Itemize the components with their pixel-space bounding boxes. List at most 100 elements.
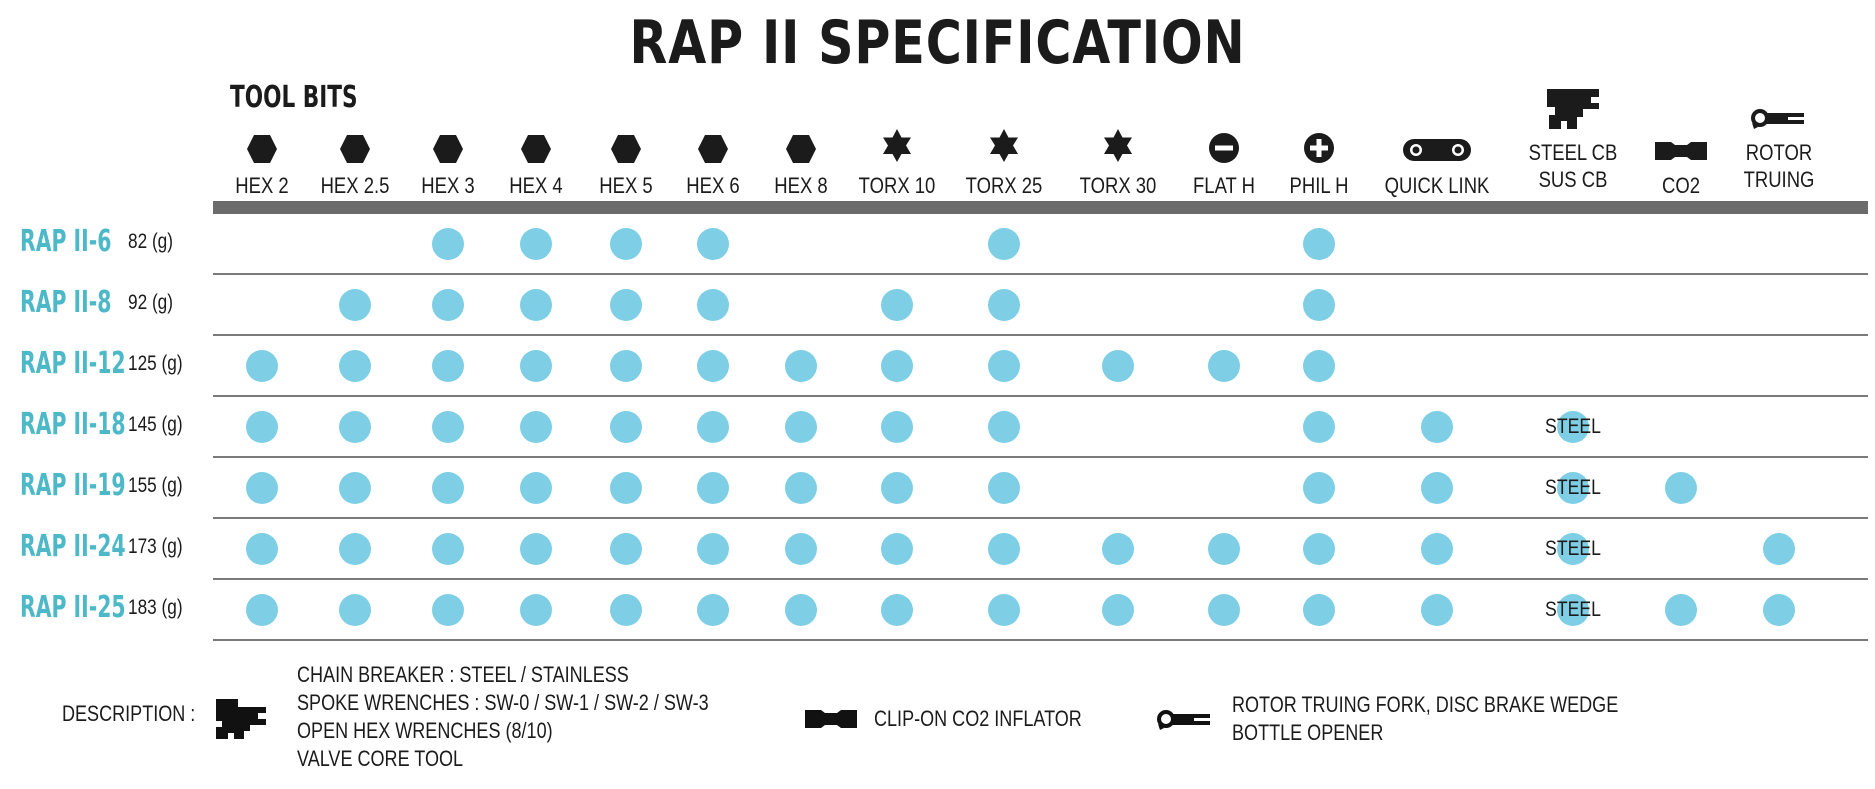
table-row: RAP II-8 92 (g) — [0, 275, 1875, 336]
column-label: STEEL CB — [1528, 140, 1618, 165]
availability-dot — [697, 472, 729, 504]
description-line: ROTOR TRUING FORK, DISC BRAKE WEDGE — [1232, 692, 1619, 717]
column-header-hex2: HEX 2 — [192, 118, 332, 199]
availability-dot — [1421, 411, 1453, 443]
row-divider — [213, 639, 1868, 641]
model-weight: 145 (g) — [128, 413, 183, 436]
availability-dot — [520, 533, 552, 565]
column-label: HEX 4 — [509, 173, 563, 198]
availability-dot — [339, 594, 371, 626]
model-name: RAP II-12 — [20, 346, 126, 381]
availability-dot — [432, 533, 464, 565]
hexagon-icon — [556, 118, 696, 164]
availability-dot — [246, 350, 278, 382]
table-row: RAP II-6 82 (g) — [0, 214, 1875, 275]
model-name: RAP II-24 — [20, 529, 126, 564]
availability-dot — [432, 289, 464, 321]
availability-dot — [697, 228, 729, 260]
torx-star-icon — [934, 118, 1074, 164]
quick-link-icon — [1367, 118, 1507, 164]
hexagon-icon — [378, 118, 518, 164]
table-row: RAP II-18 145 (g) STEEL — [0, 397, 1875, 458]
flat-head-icon — [1154, 118, 1294, 164]
tool-bits-label: TOOL BITS — [230, 80, 358, 115]
model-name: RAP II-6 — [20, 224, 112, 259]
availability-dot — [246, 594, 278, 626]
availability-dot — [988, 350, 1020, 382]
column-label: HEX 5 — [599, 173, 653, 198]
column-header-quicklink: QUICK LINK — [1367, 118, 1507, 199]
availability-dot — [1208, 350, 1240, 382]
availability-dot — [610, 594, 642, 626]
availability-dot — [697, 533, 729, 565]
steel-label: STEEL — [1545, 415, 1601, 438]
availability-dot — [1557, 472, 1589, 504]
row-divider — [213, 334, 1868, 336]
hexagon-icon — [643, 118, 783, 164]
model-name: RAP II-8 — [20, 285, 112, 320]
availability-dot — [1102, 350, 1134, 382]
availability-dot — [988, 289, 1020, 321]
model-weight: 92 (g) — [128, 291, 173, 314]
availability-dot — [520, 289, 552, 321]
availability-dot — [339, 350, 371, 382]
availability-dot — [432, 594, 464, 626]
column-label: QUICK LINK — [1384, 173, 1490, 198]
availability-dot — [881, 289, 913, 321]
availability-dot — [988, 533, 1020, 565]
availability-dot — [1303, 594, 1335, 626]
availability-dot — [1208, 533, 1240, 565]
availability-dot — [610, 472, 642, 504]
model-weight: 183 (g) — [128, 596, 183, 619]
availability-dot — [785, 533, 817, 565]
availability-dot — [785, 594, 817, 626]
table-row: RAP II-19 155 (g) STEEL — [0, 458, 1875, 519]
description-line: OPEN HEX WRENCHES (8/10) — [297, 718, 553, 743]
availability-dot — [1557, 533, 1589, 565]
availability-dot — [697, 350, 729, 382]
column-header-philh: PHIL H — [1249, 118, 1389, 199]
hexagon-icon — [466, 118, 606, 164]
co2-inflator-icon — [1611, 118, 1751, 164]
availability-dot — [432, 350, 464, 382]
model-weight: 173 (g) — [128, 535, 183, 558]
column-header-flath: FLAT H — [1154, 118, 1294, 199]
hexagon-icon — [285, 118, 425, 164]
description-line: VALVE CORE TOOL — [297, 746, 464, 771]
availability-dot — [610, 411, 642, 443]
column-header-hex3: HEX 3 — [378, 118, 518, 199]
availability-dot — [881, 472, 913, 504]
description-line: SPOKE WRENCHES : SW-0 / SW-1 / SW-2 / SW… — [297, 690, 709, 715]
availability-dot — [1557, 594, 1589, 626]
availability-dot — [988, 594, 1020, 626]
availability-dot — [339, 533, 371, 565]
availability-dot — [1665, 472, 1697, 504]
rotor-truing-icon — [1157, 710, 1210, 730]
column-label: TORX 30 — [1079, 173, 1157, 198]
availability-dot — [881, 350, 913, 382]
steel-label: STEEL — [1545, 598, 1601, 621]
rotor-description: ROTOR TRUING FORK, DISC BRAKE WEDGE BOTT… — [1232, 691, 1618, 747]
availability-dot — [881, 594, 913, 626]
column-label: HEX 2 — [235, 173, 289, 198]
description-line: CHAIN BREAKER : STEEL / STAINLESS — [297, 662, 629, 687]
column-label: ROTOR — [1745, 140, 1813, 165]
co2-description: CLIP-ON CO2 INFLATOR — [874, 706, 1082, 731]
rotor-truing-icon — [1709, 85, 1849, 131]
model-name: RAP II-18 — [20, 407, 126, 442]
column-label: TORX 25 — [965, 173, 1043, 198]
availability-dot — [1557, 411, 1589, 443]
availability-dot — [520, 594, 552, 626]
column-label: HEX 2.5 — [320, 173, 390, 198]
availability-dot — [988, 411, 1020, 443]
column-header-steelcb: STEEL CB SUS CB — [1503, 85, 1643, 193]
availability-dot — [246, 472, 278, 504]
column-header-hex5: HEX 5 — [556, 118, 696, 199]
row-divider — [213, 273, 1868, 275]
co2-inflator-icon — [805, 710, 857, 728]
availability-dot — [610, 289, 642, 321]
availability-dot — [697, 411, 729, 443]
availability-dot — [1303, 228, 1335, 260]
availability-dot — [520, 350, 552, 382]
availability-dot — [339, 289, 371, 321]
